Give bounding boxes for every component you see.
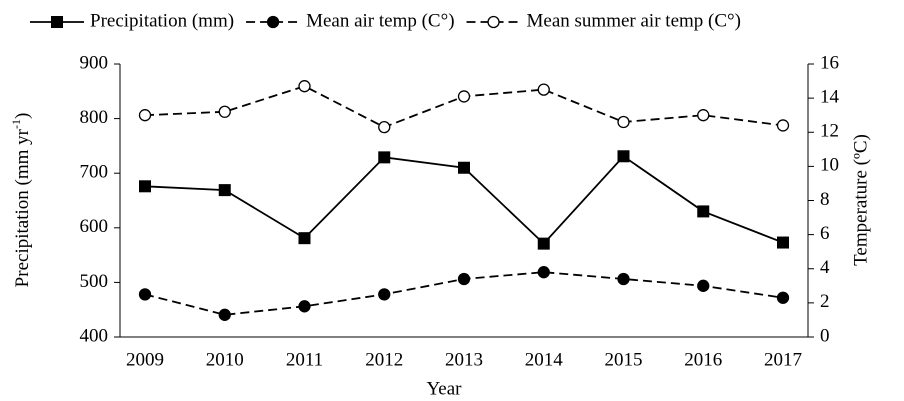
x-tick-label: 2011 (286, 349, 323, 370)
marker (298, 232, 311, 245)
marker (697, 205, 710, 218)
y2-tick-label: 4 (820, 257, 830, 278)
x-tick-label: 2013 (445, 349, 483, 370)
y2-tick-label: 12 (820, 121, 839, 142)
x-axis-label: Year (426, 378, 462, 399)
marker (218, 184, 231, 197)
marker (298, 300, 311, 313)
marker (617, 115, 630, 129)
y2-tick-label: 8 (820, 189, 830, 210)
legend-marker (51, 16, 63, 28)
y2-tick-label: 0 (820, 325, 830, 346)
y2-tick-label: 10 (820, 155, 839, 176)
marker (378, 288, 391, 301)
marker (776, 119, 790, 132)
legend-label: Mean summer air temp (C°) (527, 10, 741, 31)
y2-tick-label: 14 (820, 86, 840, 107)
y-tick-label: 400 (80, 325, 109, 346)
y2-tick-label: 16 (820, 52, 839, 73)
x-tick-label: 2014 (525, 349, 564, 370)
marker (777, 236, 789, 249)
x-tick-label: 2016 (684, 349, 722, 370)
y-label-main: Precipitation (mm yr (12, 128, 33, 287)
y-axis-label: Precipitation (mm yr-1) (9, 113, 34, 288)
marker (138, 288, 152, 301)
x-tick-label: 2010 (206, 349, 244, 370)
marker (298, 80, 311, 93)
marker (776, 291, 790, 304)
legend-label: Mean air temp (C°) (306, 10, 454, 31)
marker (457, 272, 471, 286)
y2-axis-label: Temperature (ºC) (850, 134, 871, 266)
marker (617, 272, 630, 286)
y-label-sup: -1 (9, 119, 23, 129)
legend-marker (266, 15, 280, 29)
marker (617, 150, 630, 163)
y-tick-label: 700 (80, 162, 109, 183)
x-tick-label: 2015 (605, 349, 643, 370)
marker (537, 266, 550, 279)
marker (537, 83, 550, 96)
marker (378, 151, 391, 164)
marker (697, 109, 710, 122)
marker (537, 237, 550, 250)
marker (218, 105, 231, 118)
y-tick-label: 500 (80, 271, 109, 292)
marker (138, 109, 152, 122)
marker (139, 180, 151, 193)
y2-tick-label: 2 (820, 291, 830, 312)
x-tick-label: 2009 (126, 349, 164, 370)
marker (458, 161, 470, 174)
marker (457, 90, 471, 103)
y-tick-label: 800 (80, 107, 109, 128)
x-tick-label: 2012 (365, 349, 403, 370)
marker (218, 308, 231, 321)
legend-marker (487, 15, 500, 29)
y-label-end: ) (12, 113, 33, 119)
y-tick-label: 900 (80, 52, 109, 73)
y-tick-label: 600 (80, 216, 109, 237)
legend-label: Precipitation (mm) (90, 10, 234, 31)
marker (378, 120, 391, 134)
y2-tick-label: 6 (820, 223, 830, 244)
marker (697, 279, 710, 292)
x-tick-label: 2017 (764, 349, 802, 370)
